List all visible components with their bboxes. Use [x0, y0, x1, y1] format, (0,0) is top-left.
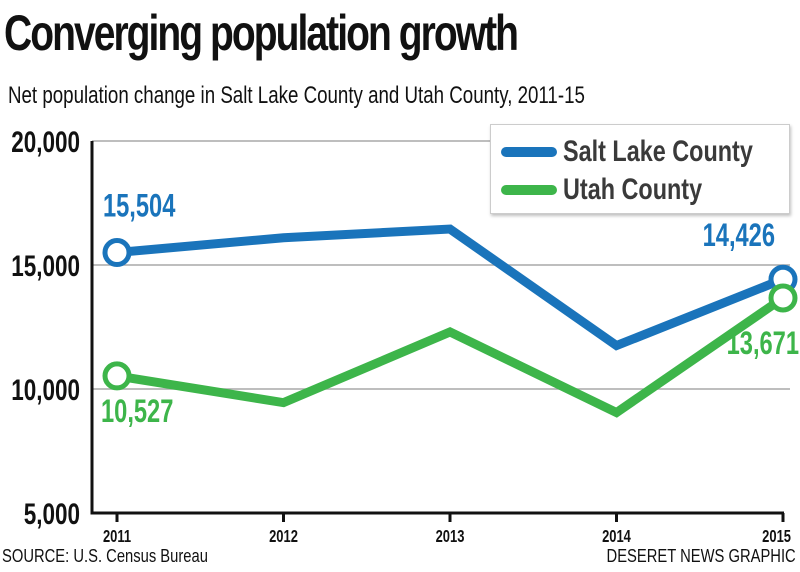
legend-swatch-utah — [501, 185, 557, 195]
y-tick-label: 20,000 — [11, 125, 80, 159]
chart-title: Converging population growth — [4, 5, 519, 61]
data-point-marker — [102, 361, 132, 391]
data-label: 10,527 — [101, 394, 173, 429]
legend-item-utah: Utah County — [501, 173, 741, 207]
data-point-marker — [768, 283, 798, 313]
legend-label-salt-lake: Salt Lake County — [563, 135, 753, 168]
credit-note: DESERET NEWS GRAPHIC — [606, 546, 796, 566]
data-label: 14,426 — [703, 218, 775, 253]
y-tick-label: 15,000 — [11, 249, 80, 283]
legend-item-salt-lake: Salt Lake County — [501, 135, 800, 169]
data-point-marker — [102, 238, 132, 268]
x-tick-label: 2013 — [436, 527, 465, 547]
legend-swatch-salt-lake — [501, 147, 557, 157]
x-tick-label: 2014 — [602, 527, 631, 547]
chart-subtitle: Net population change in Salt Lake Count… — [8, 82, 585, 109]
x-tick-label: 2012 — [269, 527, 298, 547]
series-line-utah — [116, 294, 786, 418]
y-tick-label: 10,000 — [11, 373, 80, 407]
x-tick-label: 2015 — [762, 527, 791, 547]
data-label: 15,504 — [103, 188, 176, 223]
legend: Salt Lake County Utah County — [490, 124, 790, 214]
x-tick-label: 2011 — [103, 527, 131, 547]
y-tick-label: 5,000 — [24, 497, 80, 531]
data-label: 13,671 — [727, 326, 799, 361]
source-note: SOURCE: U.S. Census Bureau — [2, 546, 208, 566]
series-line-salt-lake — [116, 224, 785, 351]
legend-label-utah: Utah County — [563, 173, 703, 206]
